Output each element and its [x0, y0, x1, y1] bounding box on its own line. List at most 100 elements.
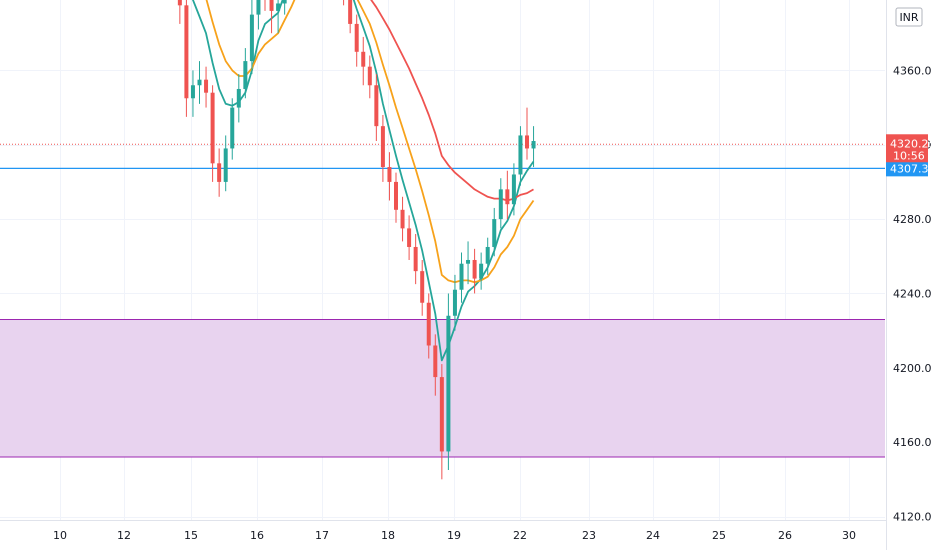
candle-body [190, 85, 195, 99]
candle [498, 178, 503, 229]
candle [230, 98, 235, 160]
candle-body [230, 107, 235, 149]
candle-body [505, 189, 510, 205]
level-price-tag[interactable] [886, 160, 928, 177]
candle-body [282, 0, 287, 4]
time-tick-label: 18 [381, 529, 395, 542]
candle-body [426, 302, 431, 346]
candle [177, 0, 182, 24]
candle-body [177, 0, 182, 6]
time-tick-label: 30 [842, 529, 856, 542]
last-price-tag[interactable] [886, 134, 928, 163]
candle [367, 55, 372, 99]
candle-body [374, 85, 379, 127]
time-tick-label: 22 [513, 529, 527, 542]
time-tick-label: 19 [447, 529, 461, 542]
candle [380, 114, 385, 182]
candle-body [276, 3, 281, 11]
price-tick-label: 4120.00 [893, 511, 932, 524]
time-tick-label: 12 [117, 529, 131, 542]
candle [518, 126, 523, 186]
candle [387, 152, 392, 201]
time-tick-label: 16 [250, 529, 264, 542]
candle-body [400, 209, 405, 229]
price-axis-bg [886, 0, 932, 550]
candle-body [498, 189, 503, 220]
candle-body [380, 126, 385, 168]
candle-body [413, 246, 418, 272]
candle-body [518, 135, 523, 175]
candle [354, 14, 359, 67]
candle [269, 0, 274, 34]
price-axis[interactable]: 4120.00 4160.00 4200.00 4240.00 4280.00 4320.… [886, 0, 932, 550]
moving-average-line [192, 0, 535, 362]
candle-body [217, 163, 222, 182]
currency-badge[interactable] [895, 7, 923, 27]
candle [348, 0, 353, 34]
candle [452, 274, 457, 331]
trendline[interactable] [0, 0, 932, 182]
moving-average-line [205, 0, 535, 284]
candle-body [204, 79, 209, 93]
candle [472, 248, 477, 294]
price-tick-label: 4400.00 [893, 0, 932, 3]
candle [374, 74, 379, 142]
candle [426, 293, 431, 359]
candle-body [466, 259, 471, 264]
candles [177, 0, 536, 480]
price-tick-label: 4240.00 [893, 287, 932, 300]
candle [236, 74, 241, 123]
candle-body [446, 315, 451, 452]
last-price-label: 4320.25 [890, 137, 932, 150]
candle [485, 237, 490, 275]
candle [210, 85, 215, 182]
candle [394, 172, 398, 223]
candle [249, 0, 254, 75]
trendline-layer [0, 0, 932, 182]
price-tick-label: 4160.00 [893, 436, 932, 449]
countdown-label: 10:56 [893, 149, 925, 162]
candle-body [387, 167, 392, 182]
candle-body [394, 181, 398, 210]
candle [413, 233, 418, 285]
candle [256, 0, 261, 30]
candle [343, 0, 345, 6]
candle-body [223, 148, 228, 182]
horizontal-levels [0, 143, 885, 169]
candle-body [439, 377, 444, 452]
time-tick-label: 25 [712, 529, 726, 542]
candle-body [479, 263, 484, 279]
candle-body [459, 263, 464, 290]
candle [446, 293, 451, 471]
candle [466, 241, 471, 285]
candle [361, 36, 366, 86]
candle-body [243, 61, 248, 89]
candle-body [492, 219, 497, 247]
time-axis[interactable]: 10 12 15 16 17 18 19 22 23 24 25 26 30 [0, 520, 886, 550]
level-price-label: 4307.30 [890, 162, 932, 175]
candle-body [367, 66, 372, 86]
candle [525, 107, 529, 160]
price-tick-label: 4280.00 [893, 213, 932, 226]
candle [204, 66, 209, 108]
candle-body [485, 246, 490, 264]
candle-body [236, 88, 241, 108]
candle [505, 170, 510, 220]
candle [407, 215, 412, 260]
time-tick-label: 24 [646, 529, 660, 542]
candle-body [407, 228, 412, 247]
candle [276, 0, 281, 34]
candle-body [452, 289, 457, 316]
candle [479, 252, 484, 290]
candle [511, 163, 516, 216]
candle [531, 126, 536, 168]
candle-body [354, 23, 359, 52]
candle [217, 148, 222, 197]
candle-body [348, 0, 353, 24]
candle-body [511, 174, 516, 205]
candle-body [433, 345, 438, 378]
time-tick-label: 15 [184, 529, 198, 542]
